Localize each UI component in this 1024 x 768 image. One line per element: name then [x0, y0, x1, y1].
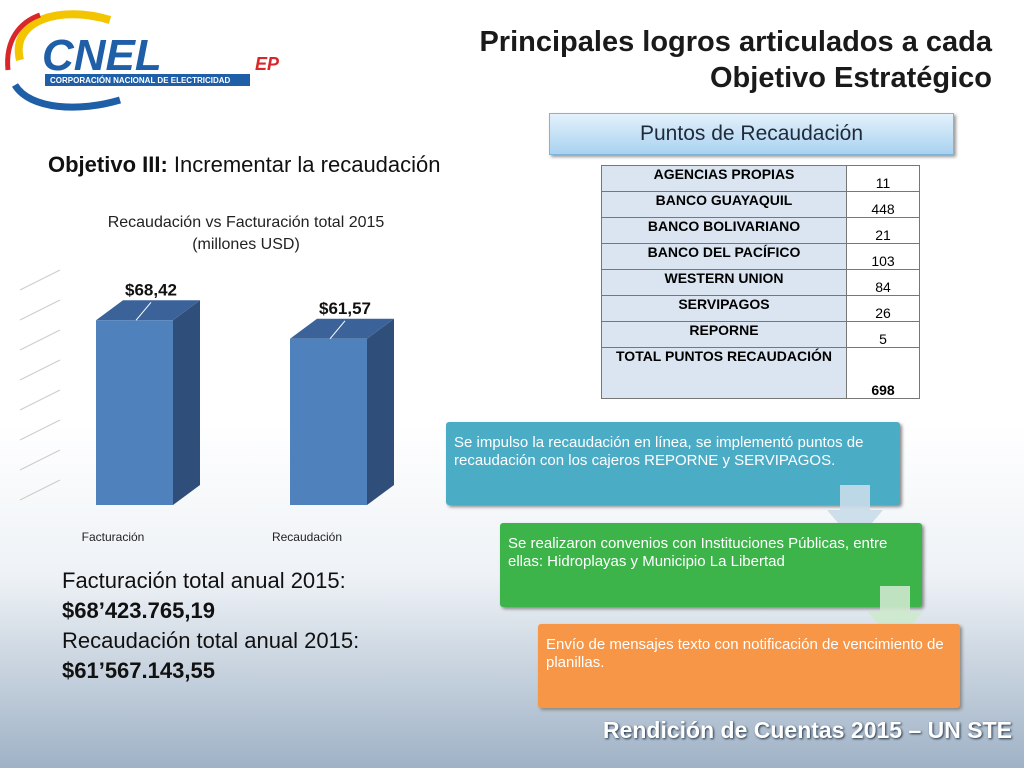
value-label: $61,57	[319, 299, 371, 318]
bar-side	[173, 300, 200, 505]
step: Se realizaron convenios con Institucione…	[500, 523, 922, 607]
chart-title: Recaudación vs Facturación total 2015	[108, 214, 385, 231]
logo-tagline: CORPORACIÓN NACIONAL DE ELECTRICIDAD	[50, 76, 231, 85]
bar-side	[367, 318, 394, 505]
category-label: Recaudación	[272, 530, 342, 544]
logo-swoosh	[12, 82, 122, 111]
summary: Facturación total anual 2015: $68’423.765…	[62, 566, 359, 686]
objective-label: Objetivo III:	[48, 152, 168, 177]
chart-backdrop	[19, 269, 61, 501]
logo-swoosh	[5, 12, 41, 71]
point-count: 21	[846, 217, 920, 244]
table-row: AGENCIAS PROPIAS 11	[601, 165, 920, 192]
chart: Recaudación vs Facturación total 2015 (m…	[19, 214, 394, 544]
footer: Rendición de Cuentas 2015 – UN STE	[602, 717, 1012, 743]
table-row: WESTERN UNION 84	[601, 269, 920, 296]
point-name: REPORNE	[601, 321, 847, 348]
point-count: 103	[846, 243, 920, 270]
category-label: Facturación	[82, 530, 145, 544]
bar-top	[290, 318, 394, 339]
objective-text: Incrementar la recaudación	[173, 152, 441, 177]
summary-line: Recaudación total anual 2015:	[62, 628, 360, 653]
point-count: 5	[846, 321, 920, 348]
point-name: BANCO BOLIVARIANO	[601, 217, 847, 244]
table-row: BANCO GUAYAQUIL 448	[601, 191, 920, 218]
value-label: $68,42	[125, 280, 177, 299]
table-title: Puntos de Recaudación	[549, 113, 954, 155]
table-row: SERVIPAGOS 26	[601, 295, 920, 322]
title: Principales logros articulados a cada Ob…	[479, 26, 992, 94]
arrow	[867, 586, 923, 644]
point-name: WESTERN UNION	[601, 269, 847, 296]
step: Se impulso la recaudación en línea, se i…	[446, 422, 900, 505]
bar	[290, 338, 367, 505]
step: Envío de mensajes texto con notificación…	[538, 624, 960, 708]
point-name: TOTAL PUNTOS RECAUDACIÓN	[601, 347, 847, 399]
summary-line: Facturación total anual 2015:	[62, 568, 346, 593]
point-name: BANCO GUAYAQUIL	[601, 191, 847, 218]
table: AGENCIAS PROPIAS 11 BANCO GUAYAQUIL 448 BANC…	[601, 165, 920, 399]
chart-subtitle: (millones USD)	[192, 236, 300, 253]
objective: Objetivo III: Incrementar la recaudación	[48, 152, 441, 178]
point-name: AGENCIAS PROPIAS	[601, 165, 847, 192]
point-count: 698	[846, 347, 920, 399]
summary-line: $68’423.765,19	[62, 598, 215, 623]
label-leader	[329, 320, 346, 340]
label-leader	[135, 301, 152, 321]
point-count: 26	[846, 295, 920, 322]
table-row: BANCO DEL PACÍFICO 103	[601, 243, 920, 270]
point-count: 448	[846, 191, 920, 218]
point-name: BANCO DEL PACÍFICO	[601, 243, 847, 270]
arrow	[827, 485, 883, 543]
table-row: TOTAL PUNTOS RECAUDACIÓN 698	[601, 347, 920, 399]
summary-line: $61’567.143,55	[62, 658, 215, 683]
logo-suffix: EP	[255, 54, 280, 74]
logo-band	[45, 74, 250, 86]
logo: CNEL EP CORPORACIÓN NACIONAL DE ELECTRIC…	[5, 10, 280, 111]
point-name: SERVIPAGOS	[601, 295, 847, 322]
point-count: 11	[846, 165, 920, 192]
bar-top	[96, 300, 200, 321]
point-count: 84	[846, 269, 920, 296]
table-row: REPORNE 5	[601, 321, 920, 348]
bar	[96, 320, 173, 505]
table-row: BANCO BOLIVARIANO 21	[601, 217, 920, 244]
logo-name: CNEL	[42, 31, 162, 80]
logo-swoosh	[14, 10, 112, 61]
